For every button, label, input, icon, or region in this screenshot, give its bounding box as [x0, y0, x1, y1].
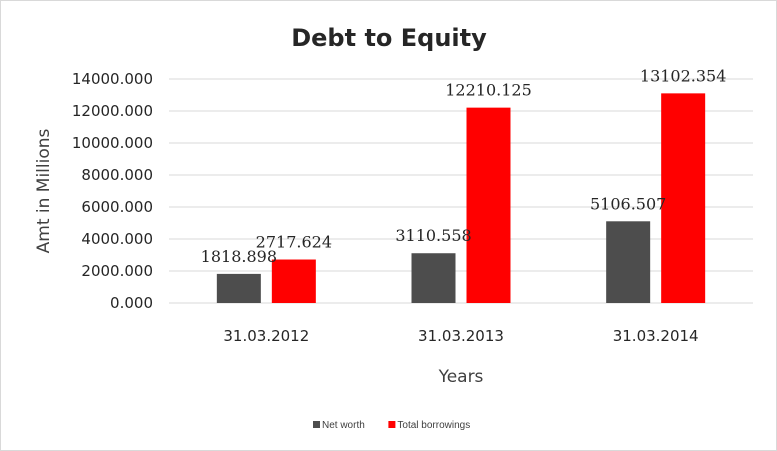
legend: Net worth Total borrowings — [313, 420, 470, 431]
y-tick-label: 2000.000 — [81, 262, 153, 280]
legend-swatch — [388, 421, 396, 428]
y-tick-label: 12000.000 — [72, 102, 153, 120]
bar-total-borrowings — [271, 259, 316, 303]
data-label: 13102.354 — [640, 66, 727, 85]
y-tick-label: 8000.000 — [81, 166, 153, 184]
y-tick-label: 14000.000 — [72, 70, 153, 88]
y-axis-ticks: 0.000 2000.000 4000.000 6000.000 8000.000 100… — [72, 70, 153, 312]
y-axis-title: Amt in Millions — [34, 128, 54, 253]
legend-swatch — [313, 421, 320, 428]
bar-total-borrowings — [466, 107, 511, 303]
x-axis-categories: 31.03.2012 31.03.2013 31.03.2014 — [223, 327, 698, 345]
x-category-label: 31.03.2013 — [418, 327, 504, 345]
y-tick-label: 0.000 — [110, 294, 153, 312]
x-category-label: 31.03.2012 — [223, 327, 309, 345]
y-tick-label: 10000.000 — [72, 134, 153, 152]
bar-net-worth — [606, 221, 651, 303]
bar-net-worth — [411, 253, 456, 303]
legend-label: Total borrowings — [397, 420, 470, 431]
gridlines — [169, 78, 753, 304]
bars — [216, 93, 706, 303]
y-tick-label: 6000.000 — [81, 198, 153, 216]
y-tick-label: 4000.000 — [81, 230, 153, 248]
data-label: 3110.558 — [395, 226, 471, 245]
bar-total-borrowings — [661, 93, 706, 303]
x-category-label: 31.03.2014 — [613, 327, 699, 345]
legend-label: Net worth — [322, 420, 365, 431]
data-label: 12210.125 — [445, 81, 532, 100]
x-axis-title: Years — [438, 367, 484, 387]
data-label: 2717.624 — [256, 233, 332, 252]
data-label: 1818.898 — [201, 247, 277, 266]
bar-net-worth — [216, 273, 261, 303]
chart-title: Debt to Equity — [291, 24, 487, 52]
data-label: 5106.507 — [590, 194, 666, 213]
